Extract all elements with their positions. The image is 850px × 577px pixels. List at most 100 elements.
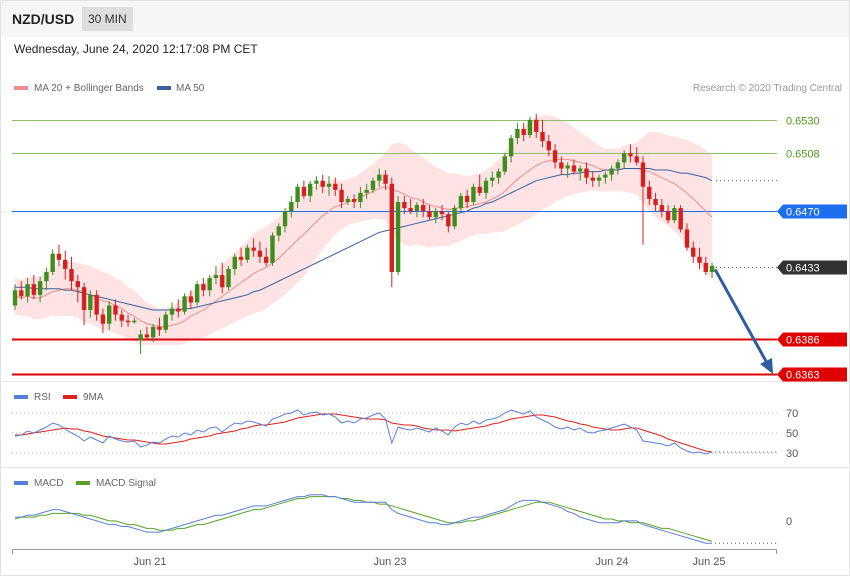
legend-label-macd-signal: MACD Signal	[96, 478, 156, 489]
candle-body	[339, 189, 344, 202]
price-tag-0.6470	[777, 204, 847, 219]
macd-layer: 0	[14, 494, 792, 544]
candle-body	[150, 326, 156, 338]
candle-body	[383, 174, 388, 184]
candle-body	[446, 214, 451, 227]
candle-body	[163, 314, 168, 330]
candle-body	[107, 305, 112, 324]
moving-average-layer	[14, 158, 713, 328]
chart-datetime: Wednesday, June 24, 2020 12:17:08 PM CET	[14, 42, 258, 56]
candle-body	[634, 156, 639, 163]
candle-body	[703, 262, 708, 272]
legend-swatch-rsi-ma	[63, 395, 77, 399]
timeframe-badge[interactable]: 30 MIN	[82, 7, 133, 31]
candle-body	[188, 296, 194, 303]
candle-body	[201, 284, 206, 291]
candle-body	[238, 256, 244, 260]
candle-body	[464, 195, 470, 202]
legend-swatch-macd	[14, 481, 28, 485]
candle-body	[596, 177, 602, 181]
candle-body	[88, 294, 93, 311]
candle-body	[546, 141, 551, 151]
candle-body	[697, 256, 702, 263]
x-tick-label: Jun 21	[133, 556, 166, 568]
candle-body	[672, 208, 677, 221]
ma20-line	[14, 158, 713, 328]
candle-body	[653, 198, 658, 206]
candle-body	[50, 253, 55, 272]
x-tick-label: Jun 25	[692, 556, 725, 568]
candle-body	[590, 177, 595, 181]
candle-body	[213, 275, 219, 279]
candle-body	[496, 171, 501, 178]
candle-body	[119, 314, 124, 321]
candle-body	[540, 132, 545, 142]
candle-body	[552, 150, 558, 163]
candle-body	[56, 253, 62, 260]
candlestick-layer	[12, 113, 715, 355]
x-tick-label: Jun 24	[595, 556, 628, 568]
candle-body	[477, 186, 482, 193]
price-tag-label: 0.6433	[786, 263, 820, 275]
candle-body	[257, 250, 263, 257]
price-tag-label: 0.6470	[786, 207, 820, 219]
legend-swatch-ma50	[157, 86, 171, 90]
candle-body	[534, 119, 539, 132]
candle-body	[377, 174, 382, 181]
candle-body	[320, 180, 325, 187]
rsi-level-label: 30	[786, 448, 798, 460]
price-tag-label: 0.6363	[786, 370, 820, 382]
bollinger-band-layer	[15, 115, 713, 346]
legend-label-ma20: MA 20 + Bollinger Bands	[34, 83, 144, 94]
candle-body	[301, 186, 307, 196]
candle-body	[433, 211, 438, 218]
legend-swatch-rsi	[14, 395, 28, 399]
copyright-note: Research © 2020 Trading Central	[693, 83, 842, 94]
legend-swatch-ma20	[14, 86, 28, 90]
candle-body	[364, 189, 369, 193]
candle-body	[678, 208, 683, 230]
candle-body	[408, 208, 413, 212]
candle-body	[326, 183, 332, 187]
candle-body	[100, 314, 106, 324]
price-tag-layer: 0.6530 0.6508 0.6470 0.6433 0.6386 0.6363	[777, 116, 847, 382]
price-tag-0.6363	[777, 367, 847, 382]
candle-body	[245, 247, 250, 260]
forecast-arrow-layer	[713, 268, 773, 374]
candle-body	[295, 186, 300, 202]
candle-body	[270, 235, 275, 263]
candle-body	[414, 205, 420, 212]
candle-body	[389, 183, 394, 272]
candle-body	[31, 284, 37, 295]
price-tag-label: 0.6386	[786, 335, 820, 347]
candle-body	[615, 162, 621, 169]
candle-body	[684, 229, 690, 248]
candle-body	[251, 247, 256, 251]
candle-body	[138, 334, 143, 341]
legend-label-rsi-ma: 9MA	[83, 392, 104, 403]
candle-body	[19, 290, 24, 297]
candle-body	[665, 211, 671, 221]
resistance-label: 0.6530	[786, 116, 820, 128]
candle-body	[176, 308, 181, 312]
candle-body	[232, 256, 237, 269]
candle-body	[402, 202, 407, 209]
rsi-level-label: 70	[786, 408, 798, 420]
candle-body	[132, 320, 137, 323]
candle-body	[351, 198, 357, 202]
candle-body	[458, 195, 464, 209]
candle-body	[314, 180, 319, 184]
candle-body	[439, 211, 445, 215]
candle-body	[144, 334, 150, 338]
candle-body	[12, 290, 18, 306]
candle-body	[276, 226, 281, 236]
candle-body	[358, 192, 363, 202]
candle-body	[333, 183, 338, 190]
candle-body	[44, 272, 49, 282]
candle-body	[157, 326, 162, 330]
candle-body	[508, 138, 514, 157]
candle-body	[37, 281, 43, 295]
candle-body	[226, 268, 231, 288]
